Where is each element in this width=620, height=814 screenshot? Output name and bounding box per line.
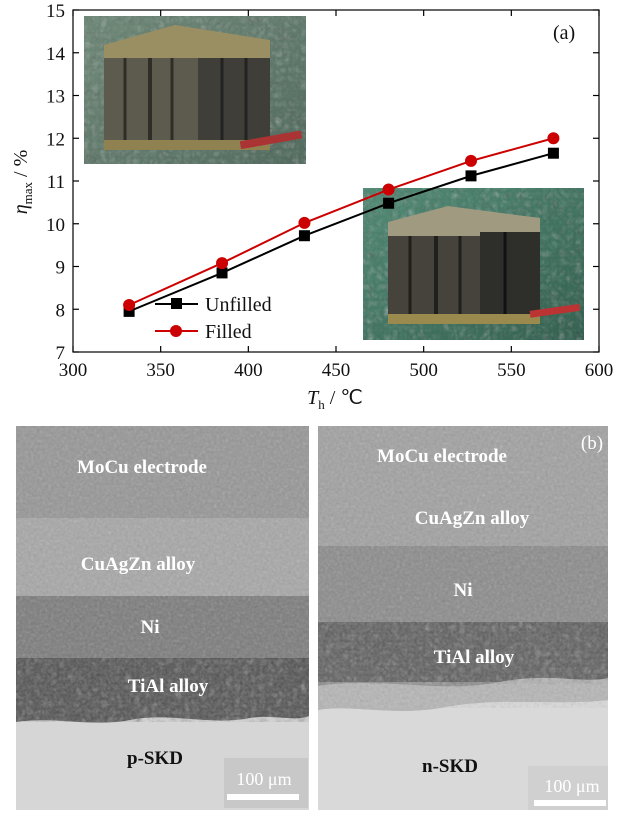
right-scale-bar: 100 μm xyxy=(528,766,608,810)
y-tick-label: 10 xyxy=(46,215,65,236)
y-axis-title-main: η xyxy=(10,204,32,214)
left-layer-label-skd: p-SKD xyxy=(127,748,183,769)
y-axis-title-sub: max xyxy=(20,181,35,204)
x-tick-label: 600 xyxy=(585,360,614,381)
left-layer-label-cuagzn: CuAgZn alloy xyxy=(81,554,196,575)
panel-label-b: (b) xyxy=(581,433,603,454)
data-point-filled xyxy=(382,183,395,196)
legend-marker-circle xyxy=(170,325,182,337)
legend-label-unfilled: Unfilled xyxy=(205,294,272,316)
y-tick-label: 13 xyxy=(46,87,65,108)
series-line-unfilled xyxy=(128,152,554,313)
left-scale-bar-label: 100 μm xyxy=(236,769,291,789)
data-point-unfilled xyxy=(547,147,559,159)
panel-label-a: (a) xyxy=(553,22,575,44)
right-layer-label-mocu: MoCu electrode xyxy=(377,446,507,467)
x-tick-label: 350 xyxy=(146,360,175,381)
inset-photo-filled-module xyxy=(363,188,584,340)
legend-item-unfilled: Unfilled xyxy=(155,294,272,316)
data-point-unfilled xyxy=(216,267,228,279)
right-layer-label-ni: Ni xyxy=(454,580,473,601)
legend-item-filled: Filled xyxy=(155,321,252,343)
data-point-unfilled xyxy=(123,305,135,317)
data-point-unfilled xyxy=(465,170,477,182)
x-tick-label: 500 xyxy=(409,360,438,381)
left-scale-bar: 100 μm xyxy=(224,758,308,808)
x-tick-label: 400 xyxy=(234,360,263,381)
left-layer-label-ni: Ni xyxy=(141,617,160,638)
y-tick-label: 14 xyxy=(46,44,66,65)
x-tick-label: 300 xyxy=(59,360,88,381)
legend-label-filled: Filled xyxy=(205,321,252,343)
data-point-filled xyxy=(123,298,136,311)
data-point-filled xyxy=(216,257,229,270)
micrograph-left: MoCu electrode CuAgZn alloy Ni TiAl allo… xyxy=(16,426,309,810)
x-tick-label: 550 xyxy=(497,360,526,381)
efficiency-chart: 300 350 400 450 500 550 600 7 8 9 10 11 12 13 14 15 (a)… xyxy=(10,1,613,412)
micrograph-divider xyxy=(309,426,318,810)
x-tick-label: 450 xyxy=(322,360,351,381)
micrographs: MoCu electrode CuAgZn alloy Ni TiAl allo… xyxy=(16,426,608,810)
legend: Unfilled Filled xyxy=(155,294,272,343)
data-point-filled xyxy=(547,132,560,145)
inset-photo-unfilled-module xyxy=(84,16,306,164)
y-axis-title-unit: / % xyxy=(10,150,32,182)
left-layer-label-mocu: MoCu electrode xyxy=(77,457,207,478)
data-point-filled xyxy=(298,216,311,229)
y-axis-title: ηmax / % xyxy=(10,150,35,215)
x-axis-title-sub: h xyxy=(318,397,325,412)
legend-marker-square xyxy=(171,298,182,309)
right-layer-label-cuagzn: CuAgZn alloy xyxy=(415,508,530,529)
series-line-filled xyxy=(128,137,554,306)
y-tick-label: 12 xyxy=(46,129,65,150)
x-axis-title: Th / ℃ xyxy=(307,387,363,412)
micrograph-right: (b) MoCu electrode CuAgZn alloy Ni TiAl … xyxy=(318,426,608,810)
data-point-filled xyxy=(465,154,478,167)
y-tick-label: 11 xyxy=(47,172,65,193)
y-tick-label: 8 xyxy=(56,300,66,321)
right-layer-label-tial: TiAl alloy xyxy=(434,647,515,668)
y-tick-label: 9 xyxy=(56,258,66,279)
data-point-unfilled xyxy=(298,230,310,242)
x-axis-title-unit: / ℃ xyxy=(325,387,363,409)
y-tick-label: 15 xyxy=(46,1,65,22)
right-scale-bar-label: 100 μm xyxy=(544,776,599,796)
y-tick-label: 7 xyxy=(56,343,66,364)
left-layer-label-tial: TiAl alloy xyxy=(128,676,209,697)
right-layer-label-skd: n-SKD xyxy=(422,756,478,777)
data-point-unfilled xyxy=(383,197,395,209)
x-axis-title-main: T xyxy=(307,387,320,409)
